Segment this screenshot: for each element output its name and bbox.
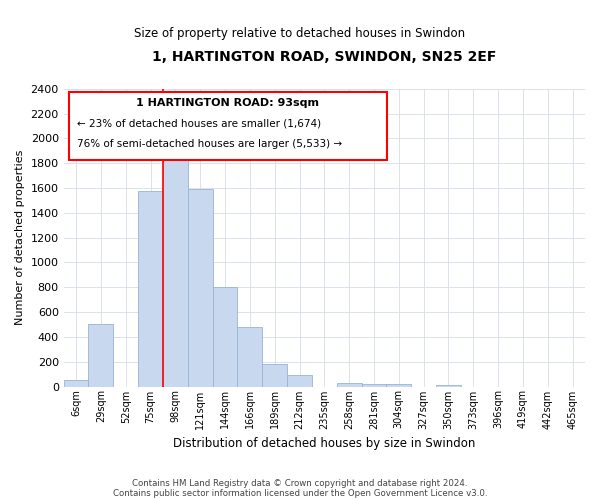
Text: Size of property relative to detached houses in Swindon: Size of property relative to detached ho…	[134, 28, 466, 40]
Bar	[138, 190, 163, 386]
Bar	[337, 383, 362, 386]
Bar	[163, 144, 188, 386]
Bar	[386, 384, 411, 386]
Bar	[212, 288, 238, 386]
FancyBboxPatch shape	[69, 92, 387, 160]
Bar	[238, 327, 262, 386]
Text: 1 HARTINGTON ROAD: 93sqm: 1 HARTINGTON ROAD: 93sqm	[136, 98, 319, 108]
Bar	[362, 384, 386, 386]
Y-axis label: Number of detached properties: Number of detached properties	[15, 150, 25, 326]
Text: Contains HM Land Registry data © Crown copyright and database right 2024.: Contains HM Land Registry data © Crown c…	[132, 478, 468, 488]
Bar	[188, 190, 212, 386]
Text: Contains public sector information licensed under the Open Government Licence v3: Contains public sector information licen…	[113, 488, 487, 498]
Title: 1, HARTINGTON ROAD, SWINDON, SN25 2EF: 1, HARTINGTON ROAD, SWINDON, SN25 2EF	[152, 50, 497, 64]
Text: 76% of semi-detached houses are larger (5,533) →: 76% of semi-detached houses are larger (…	[77, 140, 342, 149]
Bar	[64, 380, 88, 386]
Bar	[287, 376, 312, 386]
X-axis label: Distribution of detached houses by size in Swindon: Distribution of detached houses by size …	[173, 437, 476, 450]
Bar	[262, 364, 287, 386]
Text: ← 23% of detached houses are smaller (1,674): ← 23% of detached houses are smaller (1,…	[77, 118, 321, 128]
Bar	[88, 324, 113, 386]
